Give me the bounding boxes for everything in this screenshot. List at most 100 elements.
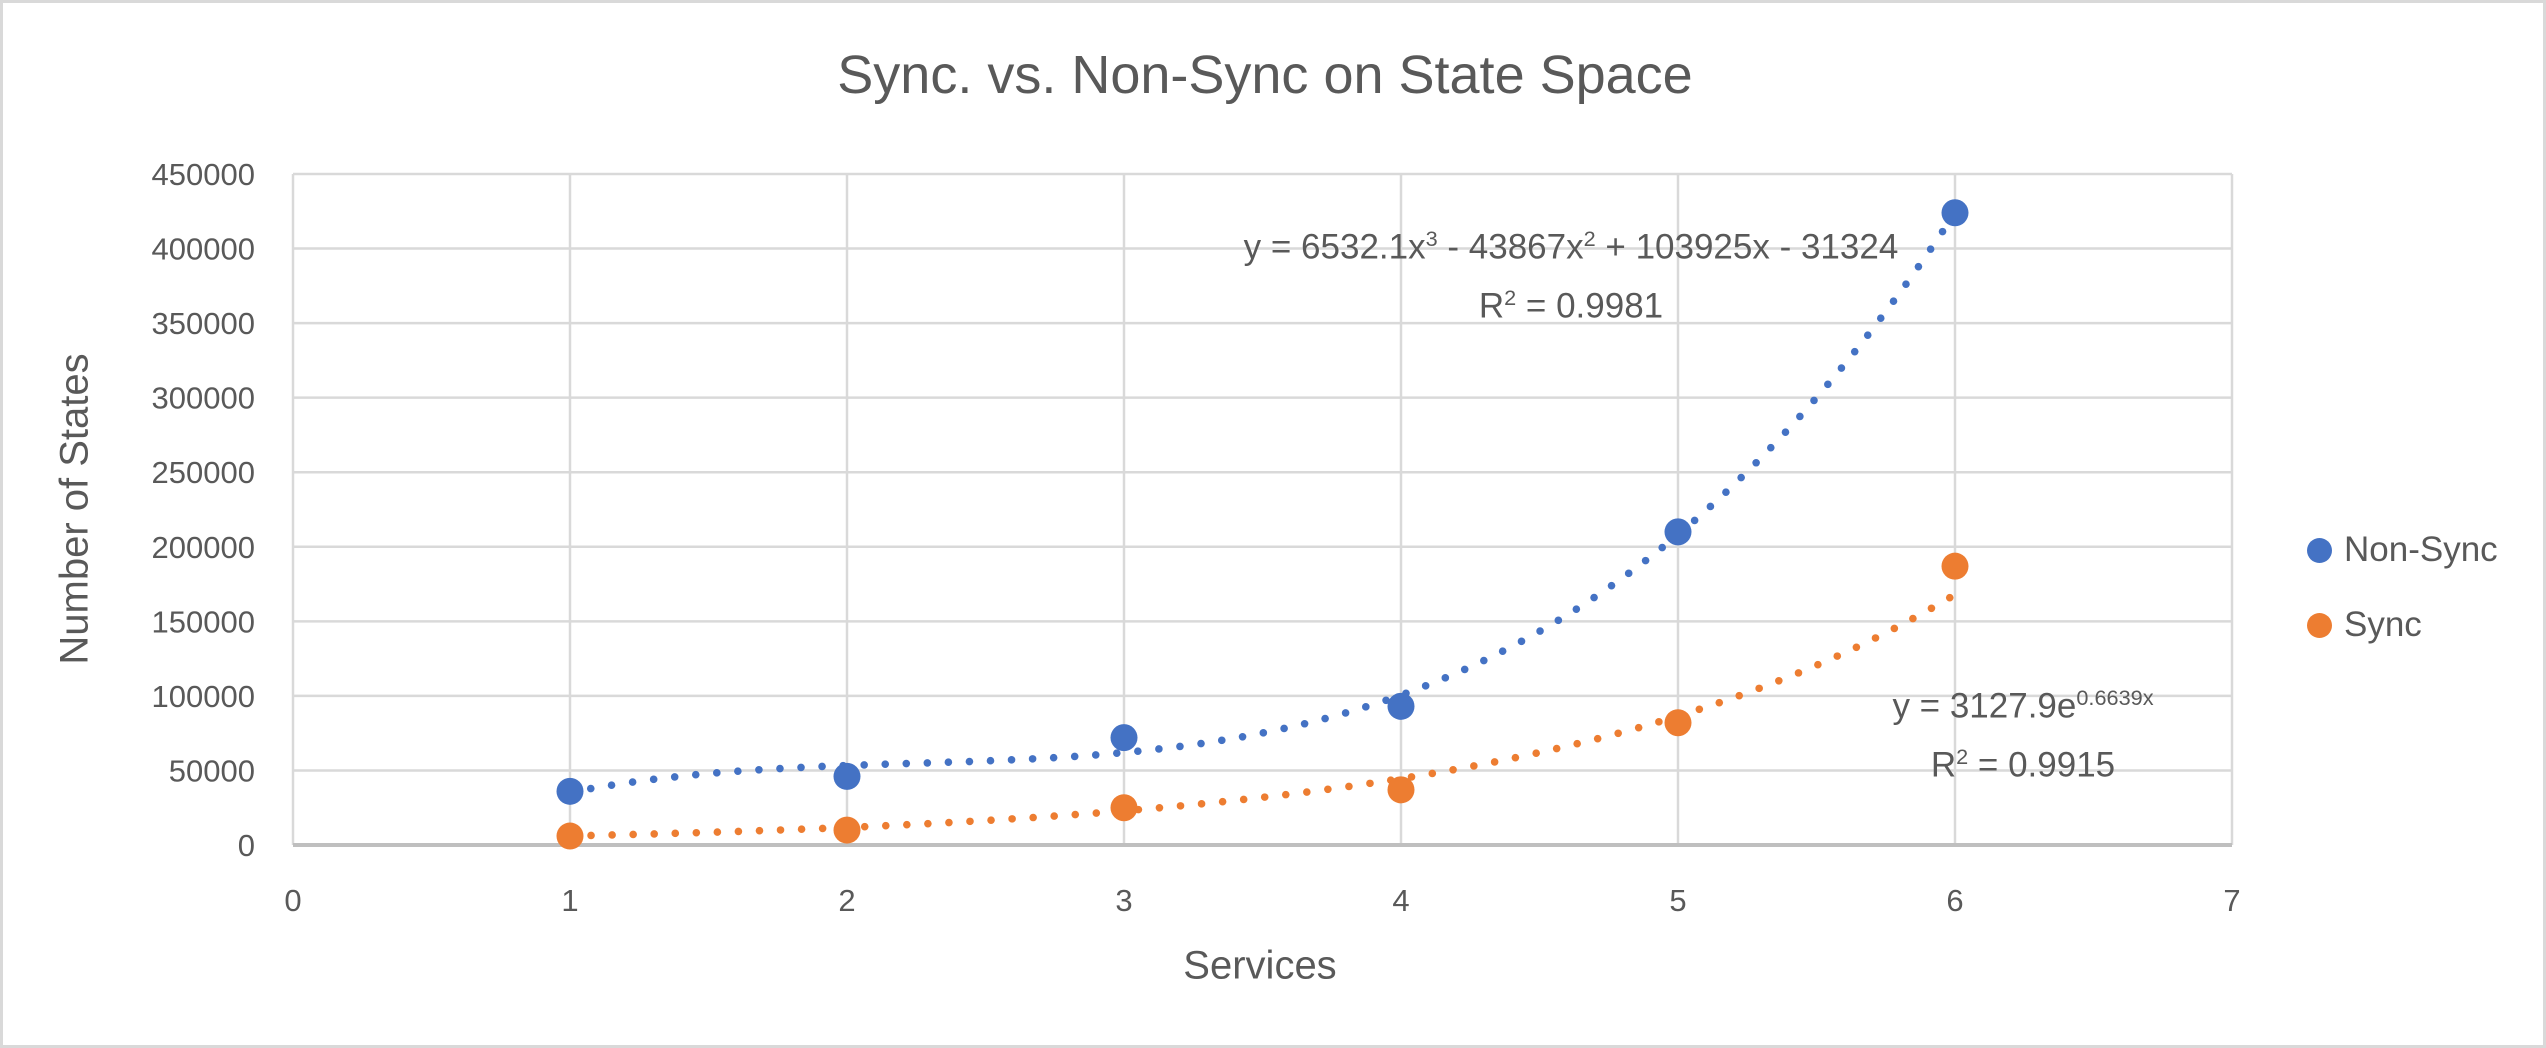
equation-part: = 0.9915 bbox=[1968, 745, 2116, 785]
trendline-dot bbox=[1441, 674, 1450, 682]
trendline-dot bbox=[797, 825, 806, 834]
trendline-dot bbox=[1863, 331, 1872, 339]
r-squared-line: R2 = 0.9981 bbox=[1171, 273, 1971, 332]
trendline-dot bbox=[1552, 744, 1561, 753]
trendline-dot bbox=[903, 820, 911, 829]
trendline-dot bbox=[1909, 614, 1917, 623]
trendline-dot bbox=[1217, 736, 1226, 745]
trendline-dot bbox=[1155, 745, 1163, 753]
y-axis-tick-label: 0 bbox=[238, 828, 255, 863]
trendline-dot bbox=[1554, 616, 1563, 625]
trendline-dot bbox=[1407, 773, 1416, 781]
data-point-non-sync bbox=[556, 777, 584, 805]
chart-title: Sync. vs. Non-Sync on State Space bbox=[837, 45, 1693, 105]
trendline-dot bbox=[1902, 280, 1910, 288]
equation-exponent: 2 bbox=[1583, 226, 1596, 251]
equation-part: = 0.9981 bbox=[1516, 286, 1664, 326]
trendline-equation-sync: y = 3127.9e0.6639x R2 = 0.9915 bbox=[1723, 673, 2323, 790]
trendline-dot bbox=[1366, 779, 1374, 788]
trendline-dot bbox=[713, 769, 721, 777]
data-point-sync bbox=[1387, 776, 1415, 804]
trendline-dot bbox=[924, 819, 932, 828]
trendline-dot bbox=[608, 831, 616, 839]
trendline-dot bbox=[1607, 581, 1616, 590]
trendline-dot bbox=[987, 816, 995, 824]
trendline-dot bbox=[1134, 747, 1142, 755]
trendline-dot bbox=[734, 827, 743, 836]
data-point-non-sync bbox=[1387, 692, 1415, 720]
trendline-dot bbox=[692, 828, 701, 837]
trendline-dot bbox=[1695, 705, 1704, 714]
trendline-dot bbox=[1532, 749, 1540, 758]
trendline-dot bbox=[1889, 297, 1898, 306]
trendline-dot bbox=[1850, 347, 1859, 356]
trendline-dot bbox=[1049, 753, 1058, 762]
equation-part: R bbox=[1930, 745, 1957, 785]
equation-part: y = 3127.9e bbox=[1892, 686, 2077, 726]
trendline-dot bbox=[1796, 412, 1804, 421]
trendline-dot bbox=[1781, 428, 1790, 436]
legend-label-nonsync: Non-Sync bbox=[2344, 530, 2498, 569]
trendline-dot bbox=[1871, 634, 1880, 642]
trendline-dot bbox=[1926, 245, 1935, 253]
trendline-dot bbox=[1775, 677, 1783, 685]
trendline-dot bbox=[923, 759, 932, 767]
x-axis-tick-label: 5 bbox=[1669, 883, 1686, 918]
trendline-dot bbox=[1341, 709, 1350, 717]
y-axis-tick-label: 450000 bbox=[152, 157, 255, 192]
trendline-dot bbox=[1590, 593, 1598, 602]
x-axis-tick-label: 3 bbox=[1115, 883, 1132, 918]
y-axis-tick-label: 250000 bbox=[152, 455, 255, 490]
trendline-dot bbox=[1634, 723, 1643, 732]
trendline-dot bbox=[1218, 797, 1227, 806]
legend-marker-sync-icon bbox=[2307, 612, 2332, 638]
trendline-dot bbox=[881, 821, 890, 830]
y-axis-tick-label: 50000 bbox=[169, 753, 255, 788]
y-axis-title: Number of States bbox=[52, 353, 97, 665]
x-axis-title: Services bbox=[1183, 943, 1337, 988]
y-axis-tick-label: 200000 bbox=[152, 530, 255, 565]
trendline-dot bbox=[691, 770, 700, 779]
trendline-dot bbox=[1028, 755, 1037, 763]
trendline-dot bbox=[1737, 473, 1745, 482]
trendline-dot bbox=[860, 761, 868, 769]
trendline-dot bbox=[1303, 788, 1311, 796]
trendline-dot bbox=[1890, 624, 1899, 633]
x-axis-tick-label: 4 bbox=[1392, 883, 1409, 918]
data-point-non-sync bbox=[1664, 518, 1692, 546]
trendline-dot bbox=[649, 775, 658, 784]
trendline-dot bbox=[1641, 556, 1650, 565]
trendline-dot bbox=[1155, 803, 1164, 812]
y-axis-tick-label: 150000 bbox=[152, 604, 255, 639]
trendline-dot bbox=[1197, 739, 1205, 748]
trendline-dot bbox=[1460, 665, 1469, 674]
trendline-dot bbox=[1837, 364, 1846, 372]
x-axis-tick-label: 7 bbox=[2223, 883, 2240, 918]
trendline-dot bbox=[755, 826, 764, 835]
r-squared-line: R2 = 0.9915 bbox=[1723, 732, 2323, 791]
trendline-dot bbox=[1624, 569, 1633, 578]
trendline-dot bbox=[1927, 604, 1936, 613]
trendline-dot bbox=[1498, 647, 1507, 656]
trendline-dot bbox=[586, 784, 595, 793]
trendline-dot bbox=[1572, 605, 1581, 613]
data-point-sync bbox=[556, 822, 584, 850]
trendline-dot bbox=[650, 830, 659, 838]
trendline-dot bbox=[1259, 729, 1268, 737]
trendline-dot bbox=[670, 773, 679, 781]
trendline-dot bbox=[1517, 637, 1526, 646]
data-point-sync bbox=[1110, 794, 1138, 822]
trendline-dot bbox=[1260, 793, 1269, 801]
trendline-dot bbox=[1470, 762, 1478, 770]
legend: Non-Sync Sync bbox=[2307, 530, 2498, 683]
data-point-non-sync bbox=[1110, 724, 1138, 752]
equation-part: R bbox=[1478, 286, 1505, 326]
legend-item-sync: Sync bbox=[2307, 605, 2498, 644]
data-point-sync bbox=[1664, 709, 1692, 737]
y-axis-tick-label: 300000 bbox=[152, 381, 255, 416]
trendline-dot bbox=[1814, 660, 1822, 669]
trendline-dot bbox=[1752, 458, 1760, 467]
trendline-dot bbox=[1449, 765, 1457, 774]
trendline-dot bbox=[1938, 227, 1947, 236]
